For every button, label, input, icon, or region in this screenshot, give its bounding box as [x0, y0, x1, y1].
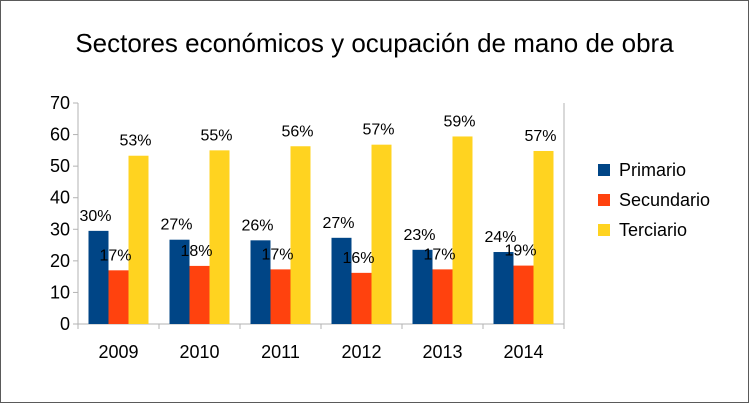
legend-swatch-secundario	[598, 194, 610, 206]
bar-primario-2009	[88, 230, 109, 324]
data-label: 24%	[484, 229, 516, 246]
bar-primario-2010	[169, 239, 190, 324]
bar-terciario-2009	[128, 155, 149, 324]
data-label: 57%	[362, 122, 394, 139]
x-tick-label: 2012	[341, 342, 381, 362]
bars	[88, 136, 554, 324]
x-tick-label: 2011	[261, 342, 300, 362]
bar-secundario-2014	[513, 265, 534, 324]
legend-label-secundario: Secundario	[619, 190, 710, 210]
y-tick-label: 70	[50, 93, 70, 113]
data-label: 19%	[504, 243, 536, 260]
data-label: 18%	[180, 243, 212, 260]
data-label: 17%	[99, 247, 131, 264]
data-label: 27%	[322, 215, 354, 232]
bar-secundario-2010	[189, 265, 210, 324]
y-tick-label: 0	[60, 314, 70, 334]
bar-terciario-2012	[371, 144, 392, 324]
y-tick-label: 50	[50, 156, 70, 176]
data-label: 17%	[261, 246, 293, 263]
legend: Primario Secundario Terciario	[598, 160, 710, 240]
y-tick-label: 40	[50, 188, 70, 208]
data-label: 16%	[342, 250, 374, 267]
legend-swatch-terciario	[598, 224, 610, 236]
legend-label-terciario: Terciario	[619, 220, 687, 240]
data-label: 56%	[281, 123, 313, 140]
data-labels: 30% 27% 26% 27% 23% 24% 17% 18% 17% 16% 17% 19% 53% 5…	[79, 113, 556, 266]
x-tick-label: 2009	[98, 342, 138, 362]
data-label: 27%	[160, 217, 192, 234]
data-label: 53%	[119, 133, 151, 150]
data-label: 59%	[443, 113, 475, 130]
data-label: 55%	[200, 127, 232, 144]
bar-terciario-2013	[452, 136, 473, 324]
bar-primario-2013	[412, 249, 433, 324]
y-tick-label: 10	[50, 282, 70, 302]
bar-primario-2012	[331, 237, 352, 324]
x-tick-label: 2010	[179, 342, 219, 362]
data-label: 26%	[241, 217, 273, 234]
bar-secundario-2013	[432, 269, 453, 324]
data-label: 23%	[403, 227, 435, 244]
bar-primario-2011	[250, 240, 271, 324]
x-tick-label: 2013	[422, 342, 462, 362]
data-label: 30%	[79, 208, 111, 225]
chart-title: Sectores económicos y ocupación de mano …	[75, 28, 674, 58]
y-tick-label: 60	[50, 125, 70, 145]
bar-terciario-2014	[533, 150, 554, 324]
legend-swatch-primario	[598, 164, 610, 176]
legend-label-primario: Primario	[619, 160, 686, 180]
bar-secundario-2009	[108, 270, 129, 324]
axes: 0 10 20 30 40 50 60 70 2009 2010 2011 2012 2013 2014	[50, 93, 565, 362]
y-tick-label: 20	[50, 251, 70, 271]
bar-terciario-2010	[209, 150, 230, 324]
bar-primario-2014	[493, 252, 514, 324]
y-tick-label: 30	[50, 219, 70, 239]
x-tick-label: 2014	[503, 342, 543, 362]
data-label: 57%	[524, 128, 556, 145]
bar-terciario-2011	[290, 146, 311, 324]
bar-secundario-2012	[351, 272, 372, 324]
bar-secundario-2011	[270, 269, 291, 324]
data-label: 17%	[423, 246, 455, 263]
